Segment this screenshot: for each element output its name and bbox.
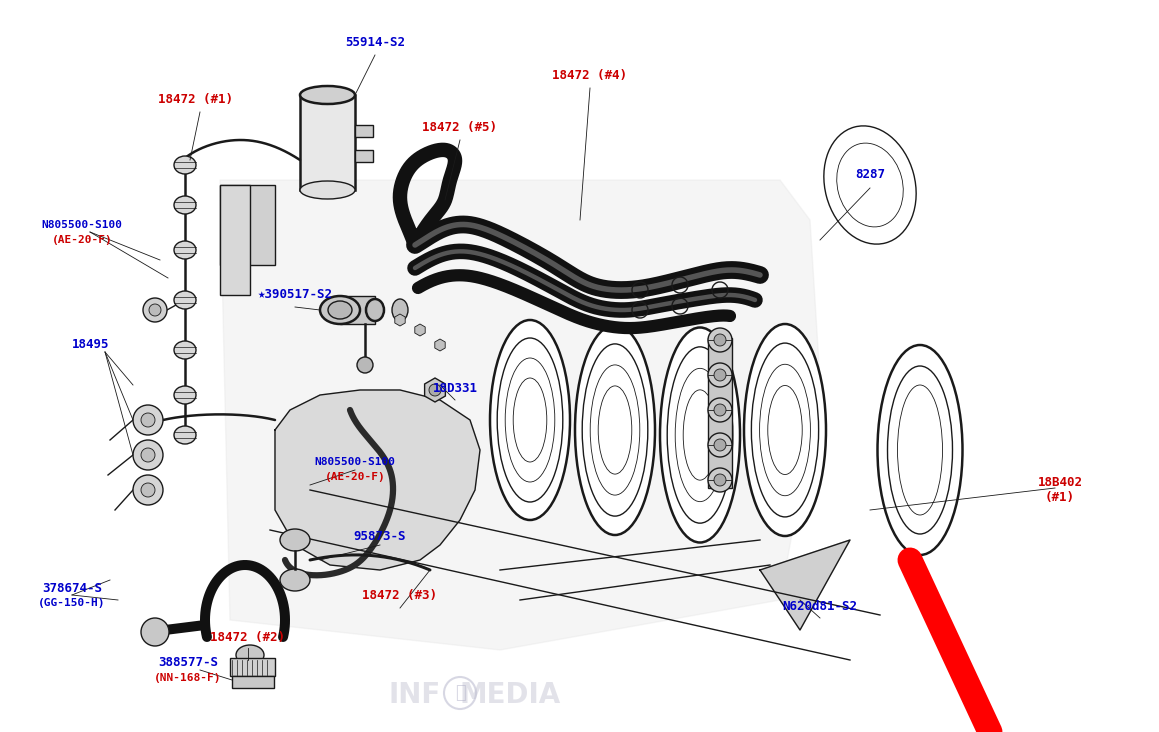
Circle shape <box>708 468 732 492</box>
Circle shape <box>141 483 155 497</box>
Circle shape <box>444 677 476 709</box>
Ellipse shape <box>513 378 547 462</box>
Circle shape <box>143 298 167 322</box>
Text: MEDIA: MEDIA <box>459 681 561 709</box>
Ellipse shape <box>366 299 384 321</box>
Ellipse shape <box>888 366 953 534</box>
Circle shape <box>357 357 373 373</box>
Ellipse shape <box>575 325 655 535</box>
Ellipse shape <box>877 345 962 555</box>
Ellipse shape <box>236 645 264 665</box>
Circle shape <box>141 413 155 427</box>
Circle shape <box>133 475 163 505</box>
Text: 388577-S: 388577-S <box>158 657 218 670</box>
Bar <box>355 125 373 137</box>
Circle shape <box>714 474 726 486</box>
Ellipse shape <box>759 365 810 496</box>
Text: 55914-S2: 55914-S2 <box>345 35 404 48</box>
Text: 8287: 8287 <box>855 168 885 182</box>
Circle shape <box>714 439 726 451</box>
Circle shape <box>708 433 732 457</box>
Bar <box>340 296 376 324</box>
Circle shape <box>141 448 155 462</box>
Bar <box>355 150 373 162</box>
Ellipse shape <box>174 196 196 214</box>
Text: (#1): (#1) <box>1045 490 1076 504</box>
Ellipse shape <box>824 126 916 244</box>
Ellipse shape <box>490 320 570 520</box>
Ellipse shape <box>897 385 942 515</box>
Circle shape <box>141 618 169 646</box>
Ellipse shape <box>744 324 826 536</box>
Polygon shape <box>220 180 821 650</box>
Ellipse shape <box>676 368 724 501</box>
Ellipse shape <box>174 426 196 444</box>
Ellipse shape <box>751 343 818 517</box>
Ellipse shape <box>174 341 196 359</box>
Circle shape <box>150 304 161 316</box>
Text: N805500-S100: N805500-S100 <box>42 220 123 230</box>
Ellipse shape <box>320 296 360 324</box>
Ellipse shape <box>590 365 640 495</box>
Text: (GG-150-H): (GG-150-H) <box>38 598 105 608</box>
Ellipse shape <box>598 386 632 474</box>
Text: 18472 (#3): 18472 (#3) <box>363 589 437 602</box>
Circle shape <box>133 440 163 470</box>
Text: (AE-20-F): (AE-20-F) <box>325 472 386 482</box>
Text: 18472 (#2): 18472 (#2) <box>211 632 285 644</box>
Bar <box>232 676 274 688</box>
Ellipse shape <box>280 569 309 591</box>
Ellipse shape <box>280 529 309 551</box>
Ellipse shape <box>683 390 716 480</box>
Text: 18472 (#4): 18472 (#4) <box>553 69 627 81</box>
Ellipse shape <box>582 344 648 516</box>
Bar <box>300 95 355 190</box>
Text: 18D331: 18D331 <box>432 381 478 395</box>
FancyBboxPatch shape <box>220 185 250 295</box>
Ellipse shape <box>174 241 196 259</box>
Ellipse shape <box>300 181 355 199</box>
Text: ★390517-S2: ★390517-S2 <box>257 288 333 302</box>
Ellipse shape <box>328 301 352 319</box>
Text: 18472 (#1): 18472 (#1) <box>158 94 233 106</box>
Ellipse shape <box>300 86 355 104</box>
Polygon shape <box>760 540 850 630</box>
Ellipse shape <box>174 291 196 309</box>
Ellipse shape <box>174 386 196 404</box>
Circle shape <box>714 404 726 416</box>
Text: (AE-20-F): (AE-20-F) <box>52 235 112 245</box>
Bar <box>229 658 275 676</box>
Circle shape <box>714 334 726 346</box>
Ellipse shape <box>497 338 563 502</box>
Text: 18495: 18495 <box>72 338 109 351</box>
Ellipse shape <box>659 327 739 542</box>
Ellipse shape <box>767 386 802 474</box>
Ellipse shape <box>668 347 732 523</box>
Bar <box>708 338 732 488</box>
Circle shape <box>708 398 732 422</box>
Polygon shape <box>275 390 480 570</box>
Circle shape <box>714 369 726 381</box>
Text: INF: INF <box>389 681 442 709</box>
Text: 378674-S: 378674-S <box>42 581 102 594</box>
Text: 95873-S: 95873-S <box>353 529 407 542</box>
Ellipse shape <box>392 299 408 321</box>
Ellipse shape <box>174 156 196 174</box>
Text: 18B402: 18B402 <box>1037 476 1083 488</box>
Circle shape <box>708 328 732 352</box>
Text: N620d81-S2: N620d81-S2 <box>782 600 858 613</box>
Ellipse shape <box>837 143 903 227</box>
Ellipse shape <box>505 358 555 482</box>
FancyBboxPatch shape <box>220 185 275 265</box>
Text: (NN-168-F): (NN-168-F) <box>154 673 221 683</box>
Circle shape <box>708 363 732 387</box>
Text: 18472 (#5): 18472 (#5) <box>423 122 497 135</box>
Circle shape <box>429 384 442 396</box>
Circle shape <box>133 405 163 435</box>
Text: ⓘ: ⓘ <box>454 684 466 702</box>
Text: N805500-S100: N805500-S100 <box>314 457 395 467</box>
